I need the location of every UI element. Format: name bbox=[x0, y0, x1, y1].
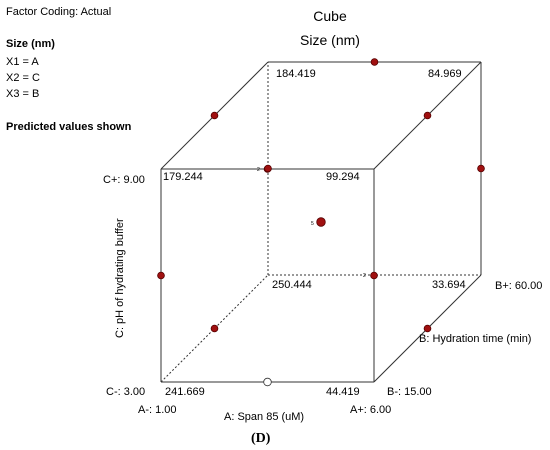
count-label-face-right: 2 bbox=[363, 273, 366, 279]
edge-midpoint-top-back bbox=[370, 58, 379, 66]
tick-b-high: B+: 60.00 bbox=[495, 280, 542, 292]
axis-label-b: B: Hydration time (min) bbox=[419, 333, 531, 345]
factor-coding-label: Factor Coding: Actual bbox=[6, 6, 112, 18]
edge-midpoint-bottom-right bbox=[423, 324, 432, 333]
mapping-x3: X3 = B bbox=[6, 88, 40, 100]
edge-midpoint-bottom-front-open bbox=[263, 377, 272, 387]
cube-edge-000-010 bbox=[160, 274, 269, 383]
corner-value-a-high-b-low-c-high: 99.294 bbox=[326, 171, 360, 183]
corner-value-a-low-b-low-c-low: 241.669 bbox=[165, 386, 205, 398]
tick-c-high: C+: 9.00 bbox=[103, 174, 145, 186]
chart-title: Cube bbox=[313, 8, 347, 24]
edge-midpoint-front-right bbox=[370, 271, 378, 280]
predicted-values-note: Predicted values shown bbox=[6, 121, 132, 133]
edge-midpoint-bottom-left bbox=[210, 324, 219, 333]
mapping-x2: X2 = C bbox=[6, 72, 40, 84]
tick-a-low: A-: 1.00 bbox=[138, 404, 177, 416]
edge-midpoint-back-left bbox=[264, 164, 272, 173]
edge-midpoint-top-right bbox=[423, 111, 432, 120]
count-label-center: 5 bbox=[311, 221, 314, 227]
edge-midpoint-top-left bbox=[210, 111, 219, 120]
edge-midpoint-front-left bbox=[157, 271, 165, 280]
axis-label-c: C: pH of hydrating buffer bbox=[114, 218, 126, 338]
tick-c-low: C-: 3.00 bbox=[106, 386, 145, 398]
corner-value-a-high-b-high-c-low: 33.694 bbox=[432, 279, 466, 291]
corner-value-a-low-b-high-c-high: 184.419 bbox=[276, 68, 316, 80]
tick-a-high: A+: 6.00 bbox=[350, 404, 391, 416]
mapping-x1: X1 = A bbox=[6, 56, 39, 68]
axis-label-a: A: Span 85 (uM) bbox=[224, 411, 304, 423]
corner-value-a-high-b-low-c-low: 44.419 bbox=[326, 386, 360, 398]
count-label-face-top: 2 bbox=[257, 167, 260, 173]
corner-value-a-low-b-low-c-high: 179.244 bbox=[163, 171, 203, 183]
tick-b-low: B-: 15.00 bbox=[387, 386, 432, 398]
edge-midpoint-back-right bbox=[477, 164, 485, 173]
corner-value-a-low-b-high-c-low: 250.444 bbox=[272, 279, 312, 291]
center-point bbox=[316, 217, 326, 227]
response-label: Size (nm) bbox=[6, 38, 55, 50]
figure-caption: (D) bbox=[251, 431, 271, 446]
corner-value-a-high-b-high-c-high: 84.969 bbox=[428, 68, 462, 80]
design-points bbox=[157, 58, 485, 387]
chart-subtitle: Size (nm) bbox=[300, 32, 360, 48]
